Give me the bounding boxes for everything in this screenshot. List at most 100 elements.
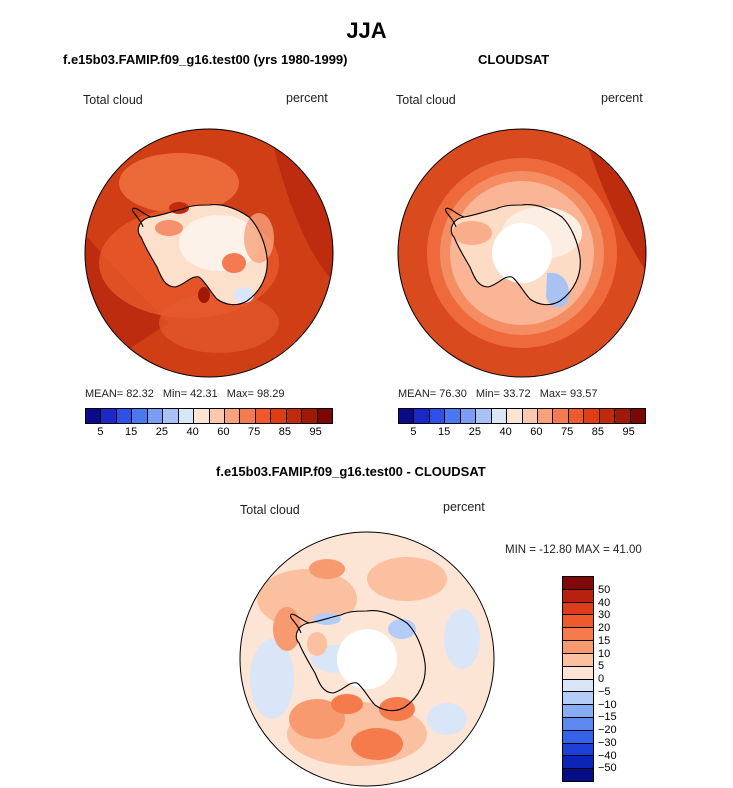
panel-3-title: f.e15b03.FAMIP.f09_g16.test00 - CLOUDSAT xyxy=(216,464,486,479)
panel-3-units-label: percent xyxy=(443,500,485,514)
colorbar-swatch xyxy=(507,409,523,423)
colorbar-swatch xyxy=(563,769,593,781)
colorbar-swatch xyxy=(399,409,415,423)
colorbar-tick-label: 40 xyxy=(186,426,199,438)
colorbar-swatch xyxy=(563,615,593,629)
colorbar-tick-label: 0 xyxy=(598,673,605,685)
colorbar-swatch xyxy=(563,653,593,667)
colorbar-tick-label: 25 xyxy=(155,426,168,438)
panel-1-max-value: 98.29 xyxy=(256,388,285,400)
colorbar-tick-label: 10 xyxy=(598,647,611,660)
colorbar-tick-label: 40 xyxy=(499,426,512,438)
main-title: JJA xyxy=(346,18,387,43)
panel-1-title: f.e15b03.FAMIP.f09_g16.test00 (yrs 1980-… xyxy=(63,52,348,67)
panel-2-title: CLOUDSAT xyxy=(478,52,550,67)
colorbar-tick-label: 75 xyxy=(248,426,261,438)
colorbar-tick-label: −50 xyxy=(598,762,617,775)
colorbar-swatch xyxy=(317,409,332,423)
colorbar-swatch xyxy=(209,409,225,423)
colorbar-swatch xyxy=(116,409,133,423)
panel-1-map xyxy=(84,128,334,378)
colorbar-tick-label: 85 xyxy=(591,426,604,438)
colorbar-swatch xyxy=(563,730,593,744)
panel-2-min-label: Min= xyxy=(475,388,501,400)
colorbar-swatch xyxy=(630,409,645,423)
panel-3-field-label: Total cloud xyxy=(240,503,300,517)
colorbar-tick-label: −40 xyxy=(598,749,617,762)
panel-2-field-label: Total cloud xyxy=(396,93,456,107)
colorbar-swatch xyxy=(302,409,318,423)
panel-1-field-label: Total cloud xyxy=(83,93,143,107)
colorbar-tick-label: 25 xyxy=(468,426,481,438)
panel-3-minmax: MIN = -12.80 MAX = 41.00 xyxy=(505,544,642,556)
panel-3-map xyxy=(239,531,495,787)
colorbar-swatch xyxy=(563,705,593,718)
colorbar-swatch xyxy=(194,409,210,423)
colorbar-swatch xyxy=(563,628,593,642)
colorbar-tick-label: 5 xyxy=(410,426,417,438)
colorbar-swatch xyxy=(553,409,569,423)
colorbar-swatch xyxy=(563,756,593,770)
colorbar-tick-label: 95 xyxy=(622,426,635,438)
panel-1-mean-value: 82.32 xyxy=(126,388,154,400)
colorbar-swatch xyxy=(563,666,593,680)
colorbar-tick-label: 50 xyxy=(598,583,611,596)
colorbar-swatch xyxy=(271,409,287,423)
panel-1-colorbar-ticks: 5 15 25 40 60 75 85 95 xyxy=(85,426,331,440)
colorbar-tick-label: 75 xyxy=(561,426,574,438)
panel-1-colorbar xyxy=(85,408,333,424)
colorbar-swatch xyxy=(563,679,593,693)
colorbar-swatch xyxy=(563,641,593,654)
colorbar-swatch xyxy=(563,692,593,706)
colorbar-swatch xyxy=(563,589,593,603)
colorbar-swatch xyxy=(460,409,477,423)
colorbar-swatch xyxy=(255,409,272,423)
panel-2-colorbar-ticks: 5 15 25 40 60 75 85 95 xyxy=(398,426,644,440)
colorbar-swatch xyxy=(537,409,554,423)
colorbar-swatch xyxy=(132,409,148,423)
colorbar-tick-label: −5 xyxy=(598,685,611,698)
colorbar-tick-label: 5 xyxy=(598,660,605,673)
colorbar-swatch xyxy=(163,409,179,423)
panel-2-map xyxy=(397,128,647,378)
panel-2-max-label: Max= xyxy=(539,388,567,400)
colorbar-swatch xyxy=(563,717,593,731)
colorbar-swatch xyxy=(615,409,631,423)
panel-1-min-label: Min= xyxy=(162,388,188,400)
colorbar-swatch xyxy=(563,743,593,757)
colorbar-swatch xyxy=(240,409,256,423)
colorbar-tick-label: 15 xyxy=(438,426,451,438)
panel-2-units-label: percent xyxy=(601,91,643,105)
panel-1-stats: MEAN= 82.32 Min= 42.31 Max= 98.29 xyxy=(85,388,285,400)
colorbar-swatch xyxy=(491,409,508,423)
colorbar-tick-label: 30 xyxy=(598,609,611,622)
colorbar-tick-label: 60 xyxy=(530,426,543,438)
colorbar-tick-label: 15 xyxy=(598,634,611,647)
colorbar-tick-label: −10 xyxy=(598,698,617,711)
colorbar-swatch xyxy=(414,409,430,423)
colorbar-tick-label: −30 xyxy=(598,736,617,749)
colorbar-tick-label: 60 xyxy=(217,426,230,438)
colorbar-swatch xyxy=(101,409,117,423)
colorbar-swatch xyxy=(86,409,102,423)
colorbar-swatch xyxy=(147,409,164,423)
colorbar-swatch xyxy=(563,602,593,616)
colorbar-tick-label: 20 xyxy=(598,622,611,634)
colorbar-swatch xyxy=(476,409,492,423)
colorbar-swatch xyxy=(584,409,600,423)
panel-1-units-label: percent xyxy=(286,91,328,105)
colorbar-swatch xyxy=(568,409,585,423)
panel-2-mean-label: MEAN= xyxy=(398,388,437,400)
colorbar-swatch xyxy=(445,409,461,423)
colorbar-swatch xyxy=(599,409,616,423)
panel-1-mean-label: MEAN= xyxy=(85,388,124,400)
colorbar-tick-label: 95 xyxy=(309,426,322,438)
colorbar-swatch xyxy=(178,409,195,423)
panel-2-max-value: 93.57 xyxy=(569,388,598,400)
colorbar-tick-label: 15 xyxy=(125,426,138,438)
colorbar-tick-label: 85 xyxy=(278,426,291,438)
colorbar-tick-label: −20 xyxy=(598,724,617,736)
colorbar-tick-label: −15 xyxy=(598,711,617,724)
panel-2-mean-value: 76.30 xyxy=(439,388,467,400)
panel-3-colorbar xyxy=(562,576,594,782)
